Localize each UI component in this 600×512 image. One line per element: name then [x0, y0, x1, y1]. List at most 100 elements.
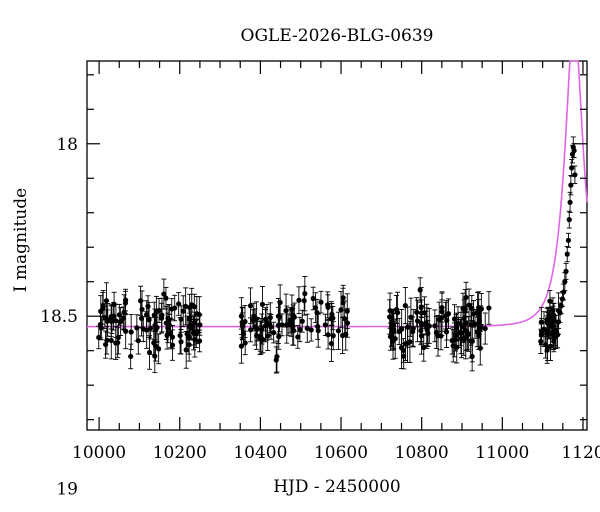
data-point: [242, 319, 248, 325]
data-point: [183, 303, 189, 309]
data-point: [295, 334, 301, 340]
data-point: [466, 331, 472, 337]
y-axis: 18 18.5 19: [40, 74, 587, 500]
data-point: [463, 294, 469, 301]
data-point: [113, 318, 119, 324]
data-point: [470, 311, 477, 317]
data-point: [426, 323, 432, 329]
data-point: [172, 305, 178, 311]
plot-area: [86, 60, 588, 431]
data-point: [455, 320, 461, 327]
data-point: [273, 357, 279, 363]
data-point: [325, 332, 331, 338]
data-point: [138, 298, 144, 304]
data-point: [121, 309, 127, 315]
y-tick-label: 18: [56, 135, 78, 155]
data-point: [478, 324, 484, 330]
data-point: [308, 327, 314, 333]
data-point: [538, 338, 544, 344]
data-point: [128, 329, 134, 335]
data-point: [461, 315, 467, 321]
data-point: [439, 304, 445, 311]
x-tick-label: 10800: [395, 443, 449, 463]
data-point: [478, 306, 484, 312]
data-point: [451, 337, 457, 343]
x-tick-label: 10400: [233, 443, 287, 463]
data-point: [151, 340, 157, 346]
data-point: [304, 325, 310, 331]
data-point: [553, 329, 559, 335]
data-point: [100, 302, 106, 308]
data-point: [387, 334, 394, 340]
data-point: [458, 330, 464, 336]
data-point: [438, 333, 444, 339]
data-point: [178, 339, 184, 345]
data-point: [417, 287, 423, 293]
y-tick-label: 18.5: [40, 307, 78, 327]
data-point: [128, 353, 134, 360]
data-point: [262, 323, 269, 329]
chart-title: OGLE-2026-BLG-0639: [241, 26, 434, 46]
data-point: [296, 297, 302, 303]
data-point: [549, 324, 555, 330]
model-curve: [87, 60, 588, 328]
data-point: [302, 291, 308, 297]
data-point: [186, 342, 192, 348]
data-point: [239, 323, 245, 329]
data-point: [335, 328, 342, 334]
data-point: [550, 312, 557, 318]
data-point: [482, 325, 488, 332]
data-point: [310, 295, 316, 302]
data-point: [315, 328, 321, 334]
data-point: [147, 325, 154, 331]
data-point: [559, 296, 566, 302]
data-point: [565, 237, 572, 243]
plot-frame: [86, 60, 588, 431]
data-point: [98, 308, 104, 314]
data-point: [145, 303, 151, 309]
data-point: [444, 317, 450, 323]
x-tick-label: 10600: [314, 443, 368, 463]
data-point: [163, 295, 169, 301]
data-point: [460, 324, 466, 330]
data-point: [183, 347, 189, 353]
data-point: [461, 336, 467, 343]
data-point: [474, 309, 481, 315]
data-point: [421, 344, 427, 351]
data-point: [291, 328, 297, 334]
x-axis-label: HJD - 2450000: [273, 477, 401, 497]
data-point: [297, 326, 303, 333]
data-point: [453, 332, 459, 338]
data-point: [344, 308, 350, 314]
data-point: [196, 338, 203, 344]
data-point: [283, 308, 289, 314]
data-point: [287, 317, 293, 323]
data-point: [486, 305, 492, 311]
data-point: [566, 217, 572, 223]
data-point: [322, 322, 328, 328]
data-point: [450, 343, 456, 349]
data-point: [551, 334, 557, 341]
data-point: [259, 301, 266, 307]
data-point: [267, 315, 273, 321]
data-point: [387, 308, 393, 314]
data-point: [328, 340, 335, 347]
data-point: [340, 300, 346, 306]
data-point: [254, 332, 260, 339]
data-point: [562, 279, 568, 285]
data-point: [180, 308, 186, 314]
data-point: [193, 331, 199, 337]
data-point: [315, 323, 321, 330]
data-point: [299, 318, 305, 324]
data-point: [156, 307, 162, 314]
data-point: [105, 317, 111, 323]
data-point: [242, 340, 248, 346]
data-point: [325, 304, 331, 310]
data-point: [318, 299, 324, 305]
data-point: [419, 322, 425, 328]
data-point: [399, 326, 405, 332]
data-point: [166, 322, 172, 328]
data-point: [102, 341, 109, 348]
data-point: [418, 305, 424, 311]
